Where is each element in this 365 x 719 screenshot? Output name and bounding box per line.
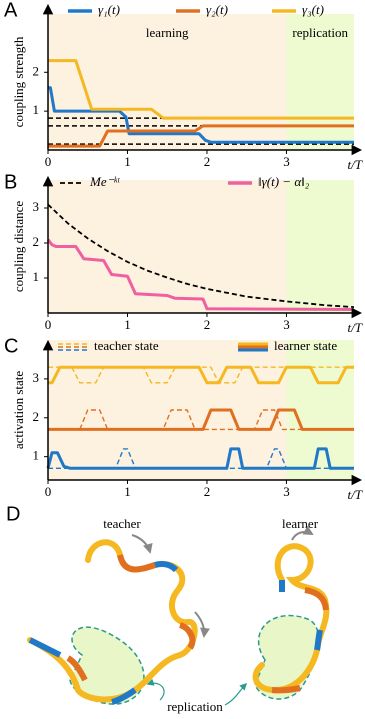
- y-axis-label: activation state: [11, 371, 26, 450]
- series-line: [48, 124, 354, 148]
- series-line: [48, 86, 354, 144]
- arrow: [131, 534, 153, 554]
- x-tick-label: 1: [124, 154, 131, 169]
- teacher-label: teacher: [103, 516, 141, 531]
- region-label: replication: [292, 25, 348, 40]
- series-line: [48, 59, 354, 120]
- y-tick-label: 1: [33, 102, 40, 117]
- arrow: [291, 525, 314, 541]
- x-axis-label: t/T: [348, 320, 363, 335]
- panel-label: D: [6, 503, 20, 525]
- arrow: [146, 678, 165, 701]
- series-line: [48, 366, 354, 384]
- x-tick-label: 1: [124, 317, 131, 332]
- chain-segment: [117, 554, 156, 573]
- y-tick-label: 2: [33, 63, 40, 78]
- chain-segment: [66, 655, 88, 682]
- region-label: learning: [146, 25, 189, 40]
- series-line: [48, 409, 354, 431]
- y-tick-label: 1: [33, 269, 40, 284]
- x-tick-label: 0: [45, 154, 52, 169]
- legend-label: ‖γ(t) − α‖₂: [258, 174, 310, 189]
- region: [286, 180, 354, 313]
- series-line: [46, 238, 355, 311]
- y-tick-label: 2: [33, 234, 40, 249]
- y-axis-label: coupling strength: [11, 36, 26, 127]
- x-tick-label: 3: [283, 317, 290, 332]
- chain-segment: [154, 560, 179, 573]
- chain-segment: [28, 637, 62, 658]
- replication-label: replication: [167, 699, 223, 714]
- legend-label: γ₂(t): [206, 2, 228, 17]
- y-tick-label: 3: [33, 370, 40, 385]
- legend-label: teacher state: [94, 338, 159, 353]
- legend-label: γ₁(t): [98, 2, 120, 17]
- learner-label: learner: [282, 516, 319, 531]
- series-line: [46, 447, 354, 470]
- region: [48, 340, 287, 480]
- y-axis-label: coupling distance: [11, 201, 26, 293]
- x-tick-label: 0: [45, 317, 52, 332]
- chain-segment: [314, 629, 323, 651]
- panel-label: A: [4, 0, 18, 21]
- chain-segment: [111, 687, 137, 705]
- x-tick-label: 3: [283, 484, 290, 499]
- x-tick-label: 2: [204, 317, 211, 332]
- arrow: [224, 682, 248, 706]
- series-line: [48, 408, 354, 431]
- diagram: D teacher learner replication: [6, 503, 330, 714]
- chain-segment: [271, 685, 301, 694]
- panel-label: B: [4, 171, 17, 193]
- panel-label: C: [4, 335, 18, 357]
- y-tick-label: 3: [33, 199, 40, 214]
- region: [48, 180, 287, 313]
- x-tick-label: 2: [204, 484, 211, 499]
- x-tick-label: 3: [283, 154, 290, 169]
- x-axis-label: t/T: [348, 157, 363, 172]
- legend-label: γ₃(t): [302, 2, 324, 17]
- region: [286, 340, 354, 480]
- arrow: [194, 611, 210, 638]
- chain-segment: [304, 587, 329, 611]
- y-tick-label: 1: [33, 448, 40, 463]
- x-tick-label: 0: [45, 484, 52, 499]
- x-tick-label: 1: [124, 484, 131, 499]
- x-tick-label: 2: [204, 154, 211, 169]
- series-line: [48, 365, 354, 385]
- y-tick-label: 2: [33, 409, 40, 424]
- legend-label: learner state: [274, 338, 337, 353]
- chain-segment: [178, 622, 196, 650]
- replication-region: [69, 626, 145, 705]
- x-axis-label: t/T: [348, 487, 363, 502]
- legend-label: Me⁻ᵏᵗ: [89, 174, 120, 189]
- series-line: [47, 203, 355, 308]
